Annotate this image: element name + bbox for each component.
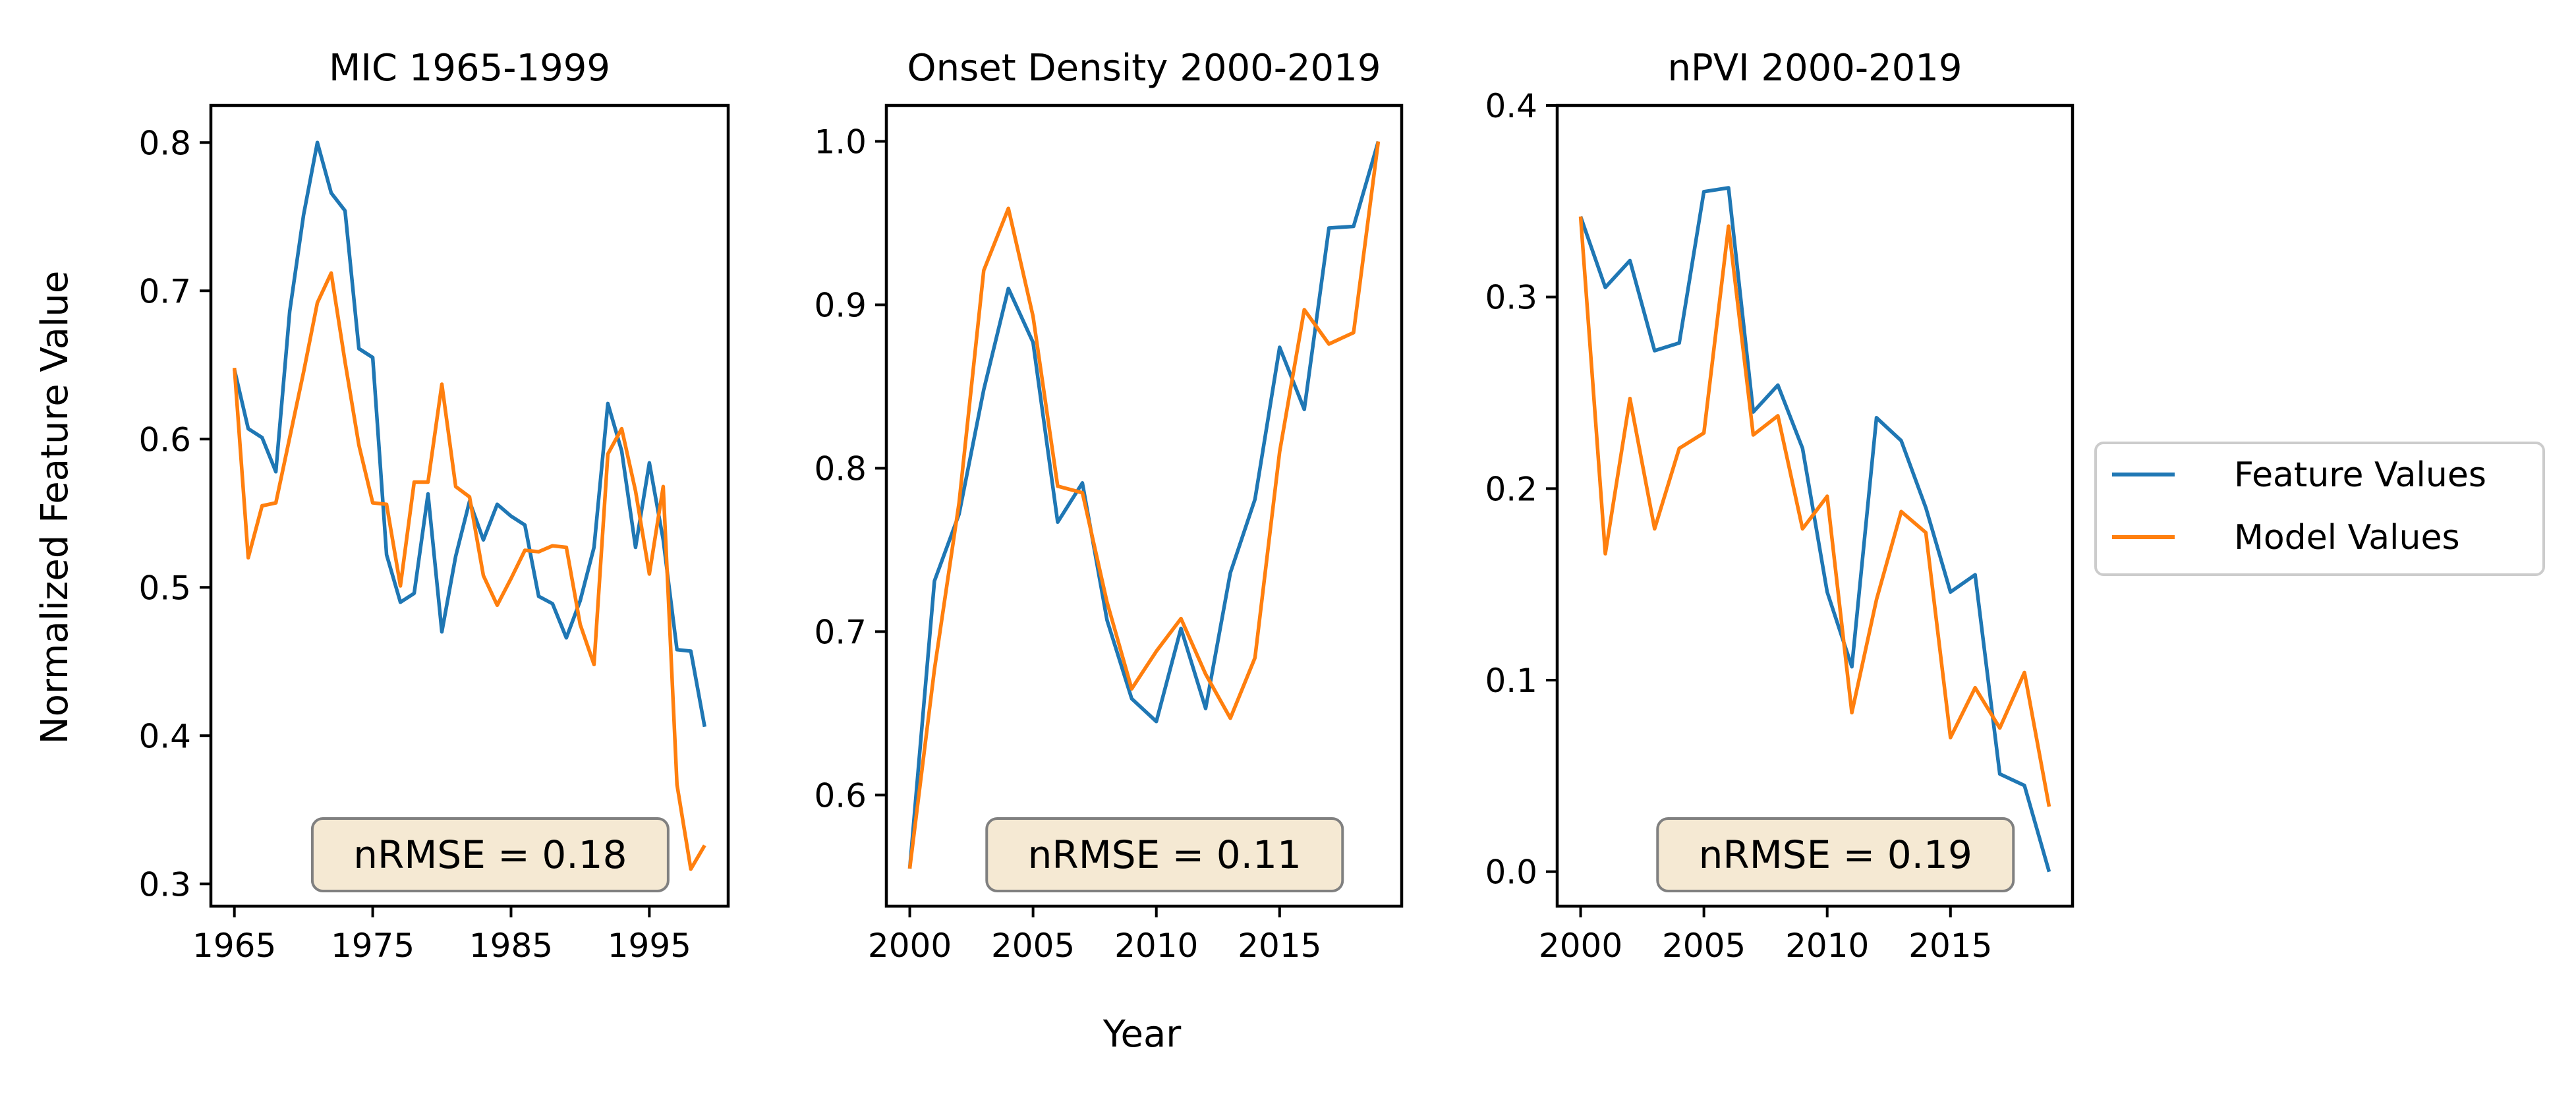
nrmse-label: nRMSE = 0.11 — [1028, 832, 1302, 877]
nrmse-label: nRMSE = 0.18 — [353, 832, 627, 877]
x-axis-label: Year — [1102, 1013, 1182, 1056]
x-tick-label: 1995 — [608, 927, 691, 965]
y-tick-label: 0.3 — [1485, 279, 1537, 317]
y-tick-label: 0.4 — [1485, 87, 1537, 125]
nrmse-box — [985, 817, 1344, 892]
y-tick-label: 0.7 — [814, 613, 867, 651]
y-tick-label: 0.8 — [814, 449, 867, 488]
x-tick-label: 2000 — [1539, 927, 1622, 965]
x-tick-label: 1985 — [469, 927, 553, 965]
axes-frame — [209, 103, 730, 908]
x-tick-label: 2010 — [1114, 927, 1198, 965]
legend: Feature Values Model Values — [2094, 442, 2545, 576]
y-tick-label: 0.6 — [814, 776, 867, 815]
x-tick-label: 1975 — [331, 927, 415, 965]
y-axis-label: Normalized Feature Value — [34, 271, 76, 745]
x-tick-label: 1965 — [192, 927, 276, 965]
series-line-feature-values — [1578, 186, 2051, 873]
y-tick-label: 0.8 — [138, 124, 191, 162]
y-tick-label: 0.0 — [1485, 853, 1537, 892]
axes-frame — [1555, 103, 2075, 908]
x-tick-label: 2010 — [1785, 927, 1869, 965]
x-tick-label: 2000 — [868, 927, 952, 965]
panel-2: Onset Density 2000-2019 2000 2005 2010 2015 0… — [814, 47, 1404, 965]
y-tick-label: 0.4 — [138, 717, 191, 755]
nrmse-label: nRMSE = 0.19 — [1699, 832, 1972, 877]
axes-frame — [884, 103, 1404, 908]
series-line-feature-values — [907, 140, 1381, 869]
panel-3: nPVI 2000-2019 2000 2005 2010 2015 0.0 0.1 0.2 0… — [1485, 47, 2075, 965]
y-tick-label: 1.0 — [814, 123, 867, 161]
nrmse-box — [310, 817, 670, 892]
y-tick-label: 0.3 — [138, 865, 191, 904]
y-tick-label: 0.2 — [1485, 470, 1537, 508]
panel-title: nPVI 2000-2019 — [1667, 47, 1962, 90]
panel-1: MIC 1965-1999 1965 1975 1985 1995 0.3 0.4 0.5 0.… — [138, 47, 730, 965]
x-tick-label: 2015 — [1908, 927, 1992, 965]
y-tick-label: 0.9 — [814, 287, 867, 325]
panel-title: MIC 1965-1999 — [329, 47, 610, 90]
y-tick-label: 0.7 — [138, 272, 191, 310]
y-tick-label: 0.6 — [138, 420, 191, 459]
series-line-model-values — [232, 271, 706, 871]
legend-label: Feature Values — [2234, 455, 2486, 495]
x-tick-label: 2005 — [1662, 927, 1746, 965]
y-tick-label: 0.5 — [138, 569, 191, 607]
x-tick-label: 2015 — [1238, 927, 1321, 965]
legend-label: Model Values — [2234, 518, 2460, 558]
panel-title: Onset Density 2000-2019 — [907, 47, 1381, 90]
legend-frame — [2094, 442, 2545, 576]
y-tick-label: 0.1 — [1485, 662, 1537, 700]
series-line-model-values — [907, 141, 1381, 869]
series-line-model-values — [1578, 216, 2051, 807]
series-line-feature-values — [233, 140, 707, 728]
x-tick-label: 2005 — [991, 927, 1075, 965]
nrmse-box — [1656, 817, 2015, 892]
